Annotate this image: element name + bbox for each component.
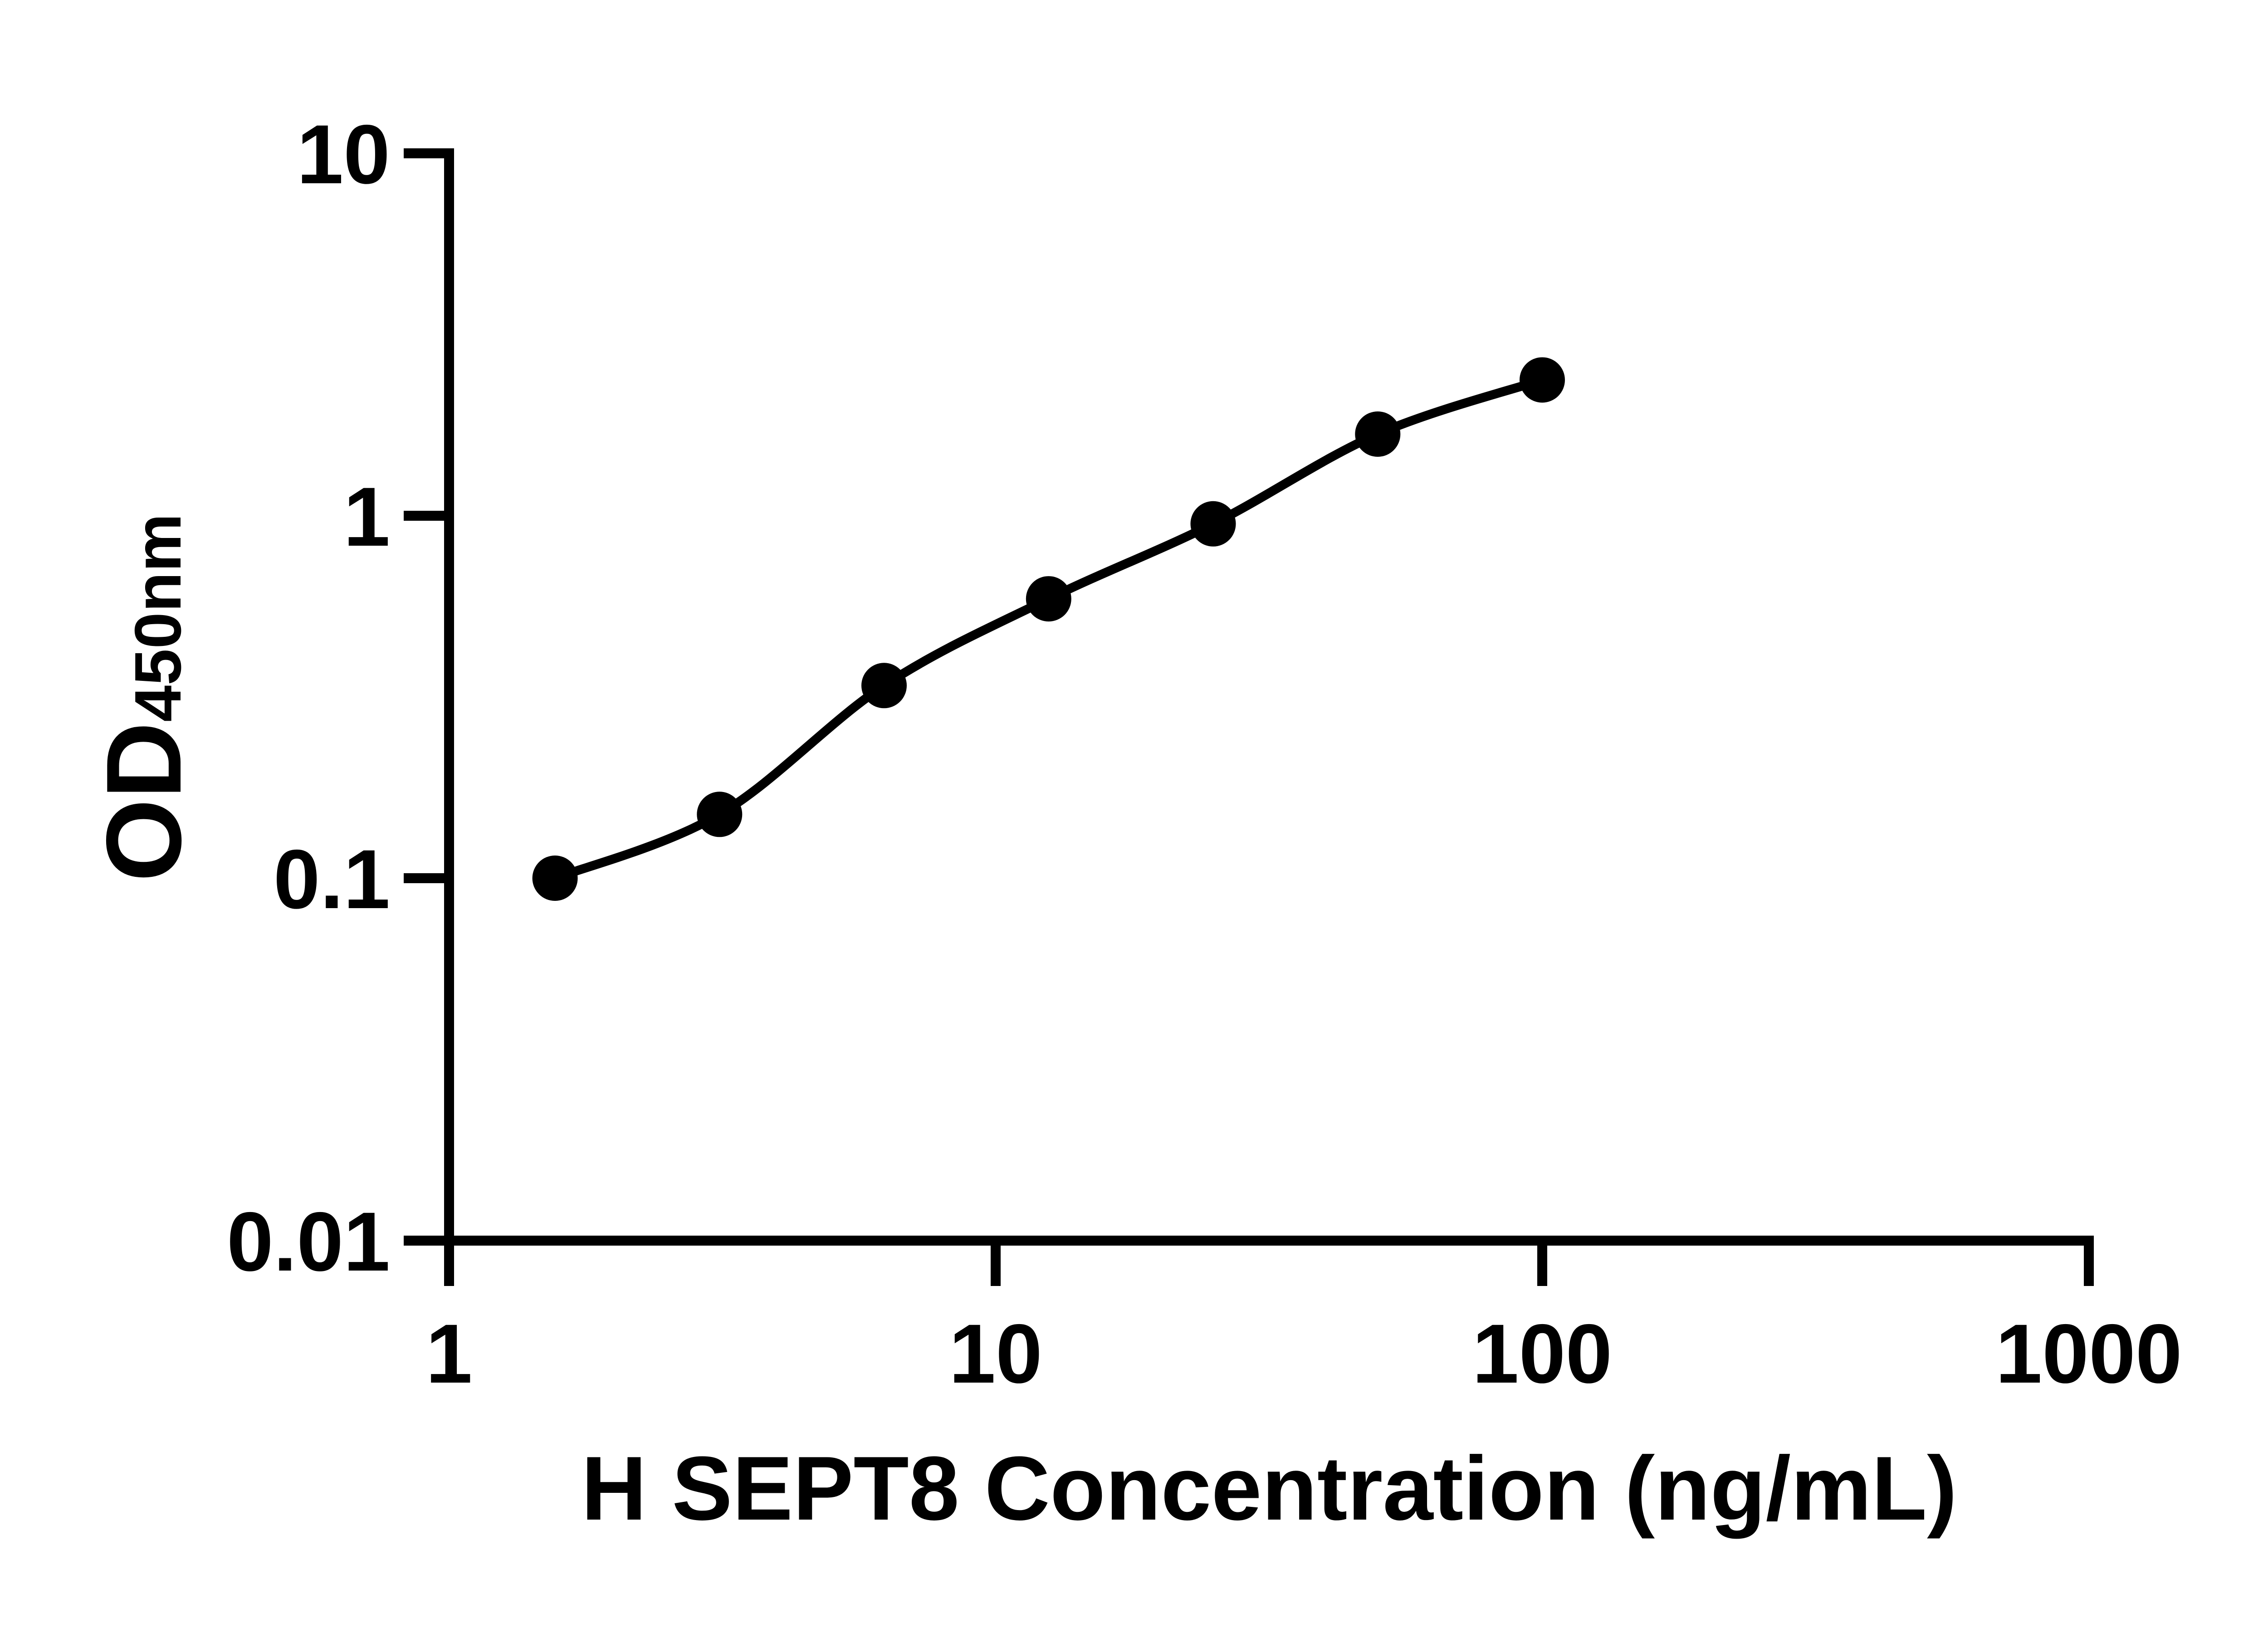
data-point-marker xyxy=(1355,411,1401,457)
x-tick-label: 1000 xyxy=(1995,1307,2182,1401)
x-axis-title: H SEPT8 Concentration (ng/mL) xyxy=(581,1438,1957,1539)
data-point-marker xyxy=(1190,501,1236,547)
data-point-marker xyxy=(697,792,743,837)
x-tick-label: 10 xyxy=(949,1307,1042,1401)
y-axis-title-subscript: 450nm xyxy=(121,513,195,722)
y-axis-title: OD450nm xyxy=(84,513,203,882)
axes xyxy=(404,148,2094,1286)
y-tick-label: 0.01 xyxy=(227,1195,390,1289)
x-tick-label: 1 xyxy=(426,1307,473,1401)
x-tick-label: 100 xyxy=(1472,1307,1613,1401)
data-point-marker xyxy=(1026,576,1071,622)
data-point-marker xyxy=(532,856,578,901)
data-series xyxy=(532,357,1565,901)
y-tick-label: 0.1 xyxy=(274,833,390,926)
y-axis-title-main: OD xyxy=(84,722,203,882)
y-tick-label: 1 xyxy=(343,470,390,564)
data-point-marker xyxy=(861,663,907,709)
axis-tick-labels: 1 10 100 1000 10 1 0.1 0.01 xyxy=(227,108,2182,1401)
axis-ticks xyxy=(404,148,2094,1286)
data-point-marker xyxy=(1520,357,1565,403)
y-tick-label: 10 xyxy=(297,108,390,201)
